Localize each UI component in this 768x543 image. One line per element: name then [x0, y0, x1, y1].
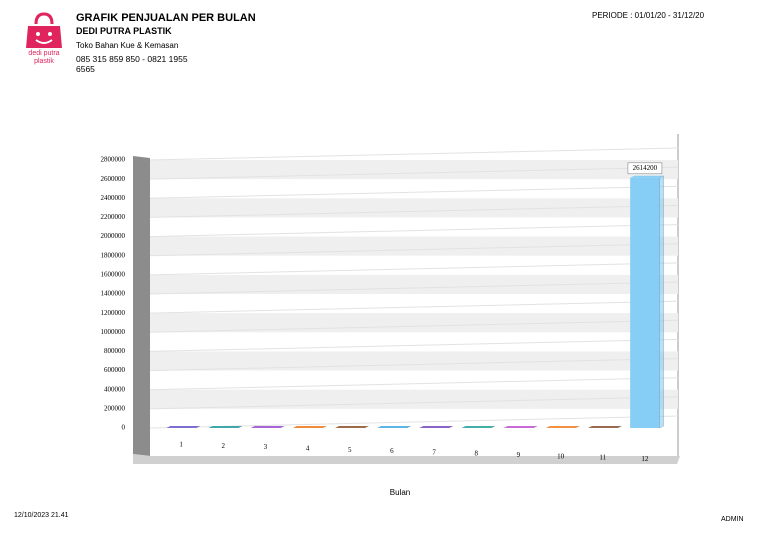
tagline: Toko Bahan Kue & Kemasan — [76, 41, 179, 50]
bar-top — [250, 426, 285, 428]
floor — [133, 454, 680, 464]
logo-bag — [26, 26, 62, 48]
x-axis-label: Bulan — [390, 488, 410, 497]
y-tick-label: 2600000 — [101, 175, 126, 183]
bar-top — [587, 426, 622, 428]
x-tick-label: 7 — [432, 448, 436, 456]
y-tick-label: 1400000 — [101, 290, 126, 298]
x-tick-label: 10 — [557, 452, 565, 460]
x-tick-label: 3 — [264, 443, 268, 451]
x-tick-label: 5 — [348, 446, 352, 454]
x-tick-label: 4 — [306, 445, 310, 453]
grid-line — [149, 396, 679, 410]
grid-line — [149, 281, 679, 295]
bar-side — [659, 175, 664, 429]
bar-top — [419, 426, 453, 428]
logo-smile — [35, 39, 53, 44]
grid-band — [150, 160, 678, 180]
data-label: 2614200 — [633, 164, 658, 172]
x-tick-label: 1 — [179, 441, 183, 449]
x-tick-label: 2 — [222, 442, 226, 450]
period: PERIODE : 01/01/20 - 31/12/20 — [592, 11, 705, 20]
grid-line — [149, 243, 679, 257]
phone: 085 315 859 850 - 0821 1955 6565 — [76, 54, 188, 74]
grid-band — [150, 274, 678, 294]
y-tick-label: 600000 — [104, 366, 126, 374]
data-label-box — [627, 162, 663, 175]
grid-line — [149, 147, 679, 161]
grid-line — [149, 262, 679, 276]
grid-line — [149, 166, 679, 180]
bar-top — [545, 426, 580, 428]
y-tick-label: 2000000 — [101, 232, 126, 240]
y-tick-label: 800000 — [104, 347, 126, 355]
timestamp: 12/10/2023 21.41 — [14, 512, 69, 519]
bar — [630, 177, 660, 428]
bar-top — [377, 426, 411, 428]
grid-line — [149, 338, 679, 352]
y-tick-label: 1600000 — [101, 270, 126, 278]
grid-line — [149, 377, 679, 391]
bar-top — [461, 426, 496, 428]
bar-top — [208, 426, 243, 428]
grid-band — [150, 389, 678, 409]
grid-band — [150, 198, 678, 218]
y-tick-label: 1200000 — [101, 309, 126, 317]
y-tick-label: 2800000 — [101, 156, 126, 164]
bar-top — [630, 175, 664, 178]
report-title: GRAFIK PENJUALAN PER BULAN — [76, 12, 256, 24]
logo-text: dedi putra plastik — [28, 50, 60, 65]
x-tick-label: 6 — [390, 447, 394, 455]
y-tick-label: 2400000 — [101, 194, 126, 202]
bar-top — [292, 426, 327, 428]
grid-band — [150, 351, 678, 371]
user: ADMIN — [721, 516, 744, 523]
logo-handle — [34, 12, 54, 25]
x-tick-label: 11 — [599, 454, 606, 462]
grid-line — [149, 358, 679, 372]
chart: Bulan 0200000400000600000800000100000012… — [101, 134, 680, 497]
y-tick-label: 1000000 — [101, 328, 126, 336]
logo-eye — [36, 32, 40, 36]
grid-line — [149, 204, 679, 218]
y-tick-label: 1800000 — [101, 251, 126, 259]
bar-top — [334, 426, 369, 428]
grid-band — [150, 236, 678, 256]
y-tick-label: 2200000 — [101, 213, 126, 221]
y-tick-label: 400000 — [104, 385, 126, 393]
bar-top — [503, 426, 538, 428]
grid-line — [149, 224, 679, 238]
x-tick-label: 12 — [641, 455, 649, 463]
x-tick-label: 8 — [475, 450, 479, 458]
y-tick-label: 200000 — [104, 404, 126, 412]
left-wall — [133, 156, 150, 456]
grid-line — [149, 319, 679, 333]
logo — [26, 12, 62, 48]
bar-top — [166, 426, 200, 428]
y-tick-label: 0 — [122, 424, 126, 432]
x-tick-label: 9 — [517, 451, 521, 459]
grid-band — [150, 313, 678, 333]
grid-line — [149, 185, 679, 199]
logo-eye — [48, 32, 52, 36]
grid-line — [149, 300, 679, 314]
company-name: DEDI PUTRA PLASTIK — [76, 26, 172, 36]
